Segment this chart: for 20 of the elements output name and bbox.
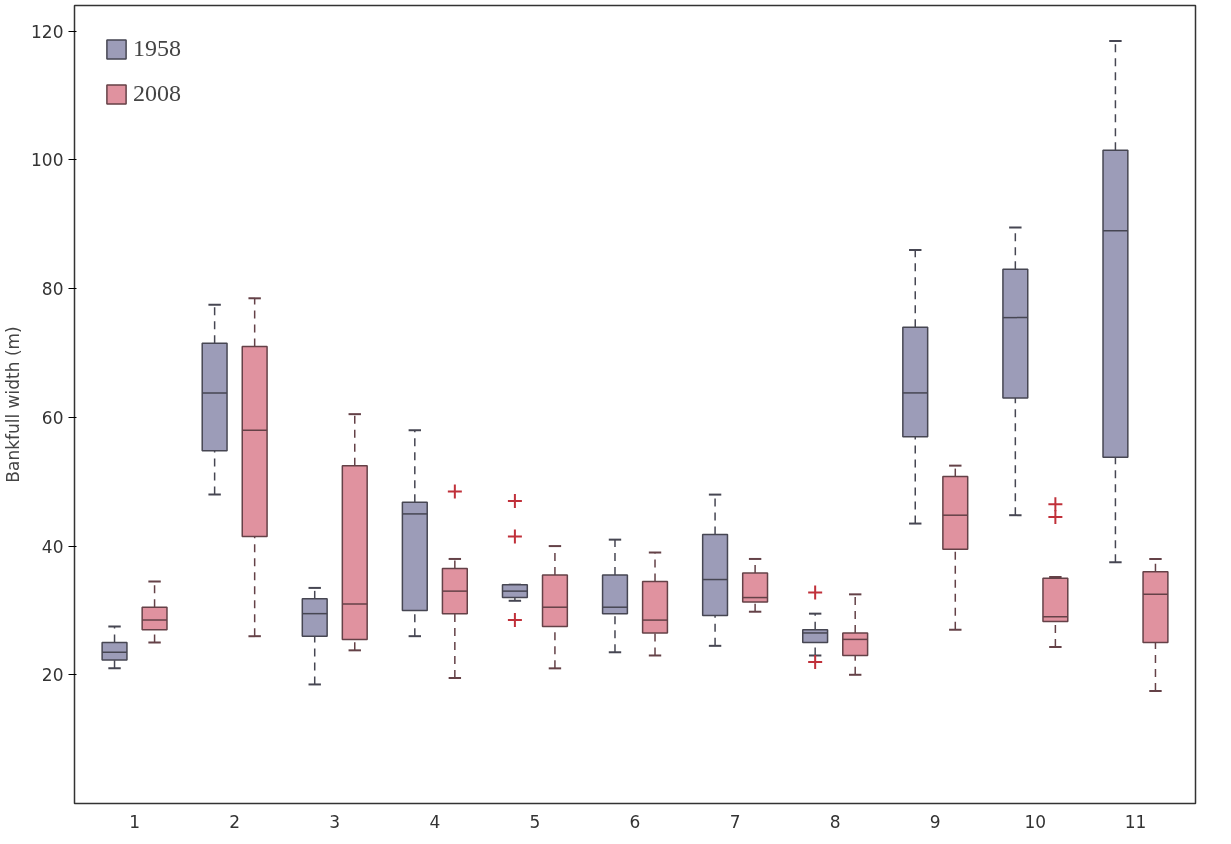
x-tick-label: 3	[329, 811, 341, 832]
y-tick-label: 20	[41, 665, 64, 686]
x-tick-label: 8	[829, 811, 841, 832]
y-tick-label: 80	[41, 279, 64, 300]
y-tick-label: 60	[41, 407, 64, 428]
y-tick-label: 40	[41, 536, 64, 557]
y-tick-label: 100	[31, 150, 64, 171]
x-tick-label: 10	[1024, 811, 1047, 832]
x-tick-label: 4	[429, 811, 441, 832]
x-tick-label: 6	[629, 811, 641, 832]
x-tick-label: 9	[929, 811, 941, 832]
x-tick-label: 11	[1124, 811, 1147, 832]
x-tick-label: 1	[129, 811, 140, 832]
x-tick-label: 2	[229, 811, 241, 832]
x-tick-label: 7	[729, 811, 741, 832]
legend-label: 2008	[133, 80, 181, 107]
legend-label: 1958	[133, 35, 181, 62]
x-tick-label: 5	[529, 811, 541, 832]
y-axis-title: Bankfull width (m)	[3, 326, 24, 483]
y-tick-label: 120	[31, 21, 64, 42]
